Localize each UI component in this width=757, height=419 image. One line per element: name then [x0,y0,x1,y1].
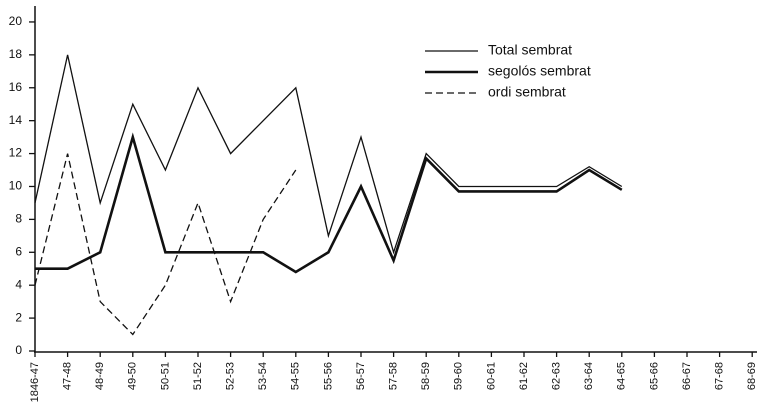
x-tick-label: 63-64 [583,362,595,390]
line-series [34,153,297,336]
x-tick-label: 64-65 [616,362,628,390]
y-tick-label: 8 [15,212,22,226]
line-series [34,54,623,255]
x-tick-label: 51-52 [192,362,204,390]
y-tick-label: 0 [15,343,22,357]
y-tick-label: 10 [9,179,23,193]
x-tick-label: 52-53 [225,362,237,390]
y-tick-label: 2 [15,310,22,324]
x-tick-label: 48-49 [94,362,106,390]
y-tick-label: 16 [9,80,23,94]
x-tick-label: 66-67 [681,362,693,390]
x-tick-label: 60-61 [485,362,497,390]
x-tick-label: 54-55 [290,362,302,390]
x-tick-label: 1846-47 [29,362,41,402]
y-tick-label: 12 [9,146,23,160]
x-tick-label: 59-60 [453,362,465,390]
x-tick-label: 49-50 [127,362,139,390]
x-tick-label: 56-57 [355,362,367,390]
x-tick-label: 67-68 [714,362,726,390]
y-tick-label: 14 [9,113,23,127]
x-tick-label: 58-59 [420,362,432,390]
x-tick-label: 68-69 [746,362,757,390]
legend-label: ordi sembrat [488,84,566,100]
x-tick-label: 61-62 [518,362,530,390]
y-tick-label: 20 [9,14,23,28]
y-tick-label: 4 [15,277,22,291]
legend-label: segolós sembrat [488,63,591,79]
x-tick-label: 47-48 [62,362,74,390]
x-tick-label: 65-66 [648,362,660,390]
legend-label: Total sembrat [488,42,572,58]
y-tick-label: 6 [15,244,22,258]
x-tick-label: 53-54 [257,362,269,390]
x-tick-label: 57-58 [388,362,400,390]
x-tick-label: 62-63 [551,362,563,390]
y-tick-label: 18 [9,47,23,61]
x-tick-label: 55-56 [322,362,334,390]
line-series [35,132,623,274]
x-tick-label: 50-51 [159,362,171,390]
